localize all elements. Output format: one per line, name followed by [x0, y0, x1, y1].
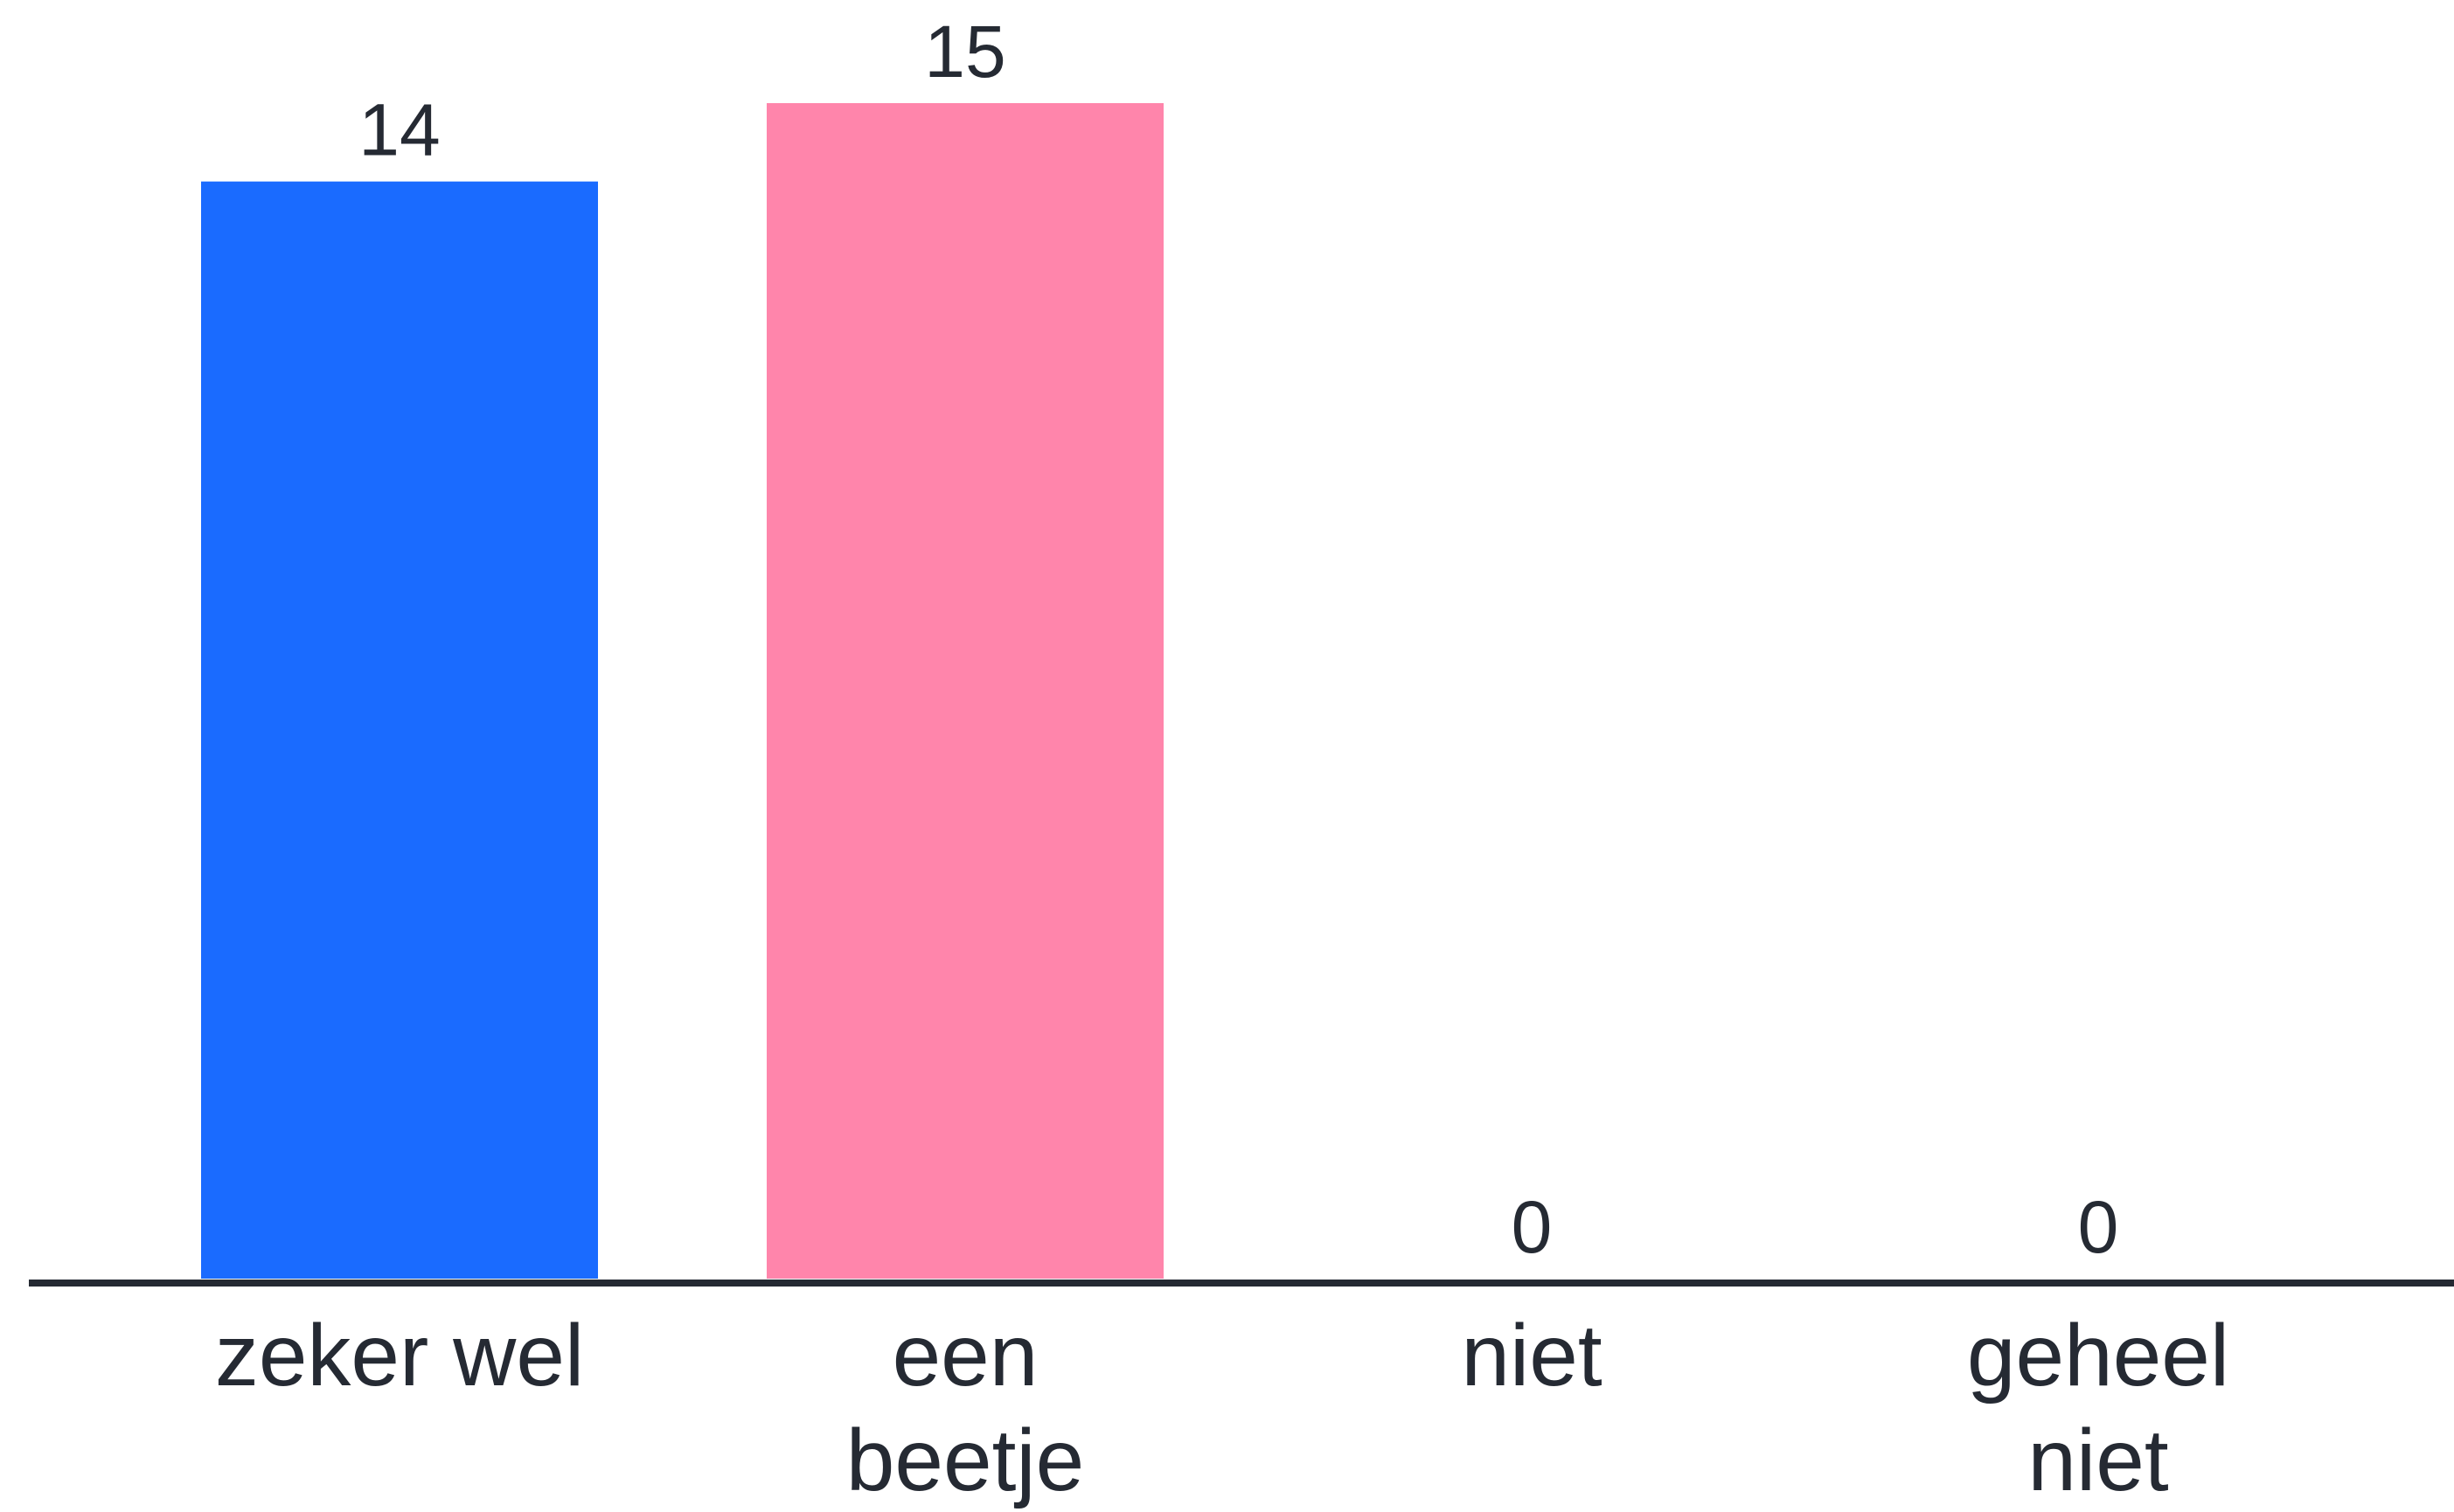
- category-label-2-line-0: niet: [1461, 1307, 1602, 1404]
- category-label-3-line-1: niet: [2027, 1411, 2168, 1509]
- value-labels-group: 14 15 0 0: [358, 10, 2118, 1268]
- category-label-0-line-0: zeker wel: [215, 1307, 584, 1404]
- bars-group: [201, 103, 1164, 1280]
- value-label-0: 14: [358, 89, 440, 171]
- category-label-1-line-1: beetje: [846, 1411, 1084, 1509]
- value-label-2: 0: [1512, 1186, 1553, 1268]
- category-label-1-line-0: een: [893, 1307, 1039, 1404]
- value-label-1: 15: [924, 10, 1005, 93]
- category-label-3-line-0: geheel: [1967, 1307, 2229, 1404]
- bar-0: [201, 181, 598, 1280]
- value-label-3: 0: [2078, 1186, 2119, 1268]
- bar-1: [767, 103, 1164, 1279]
